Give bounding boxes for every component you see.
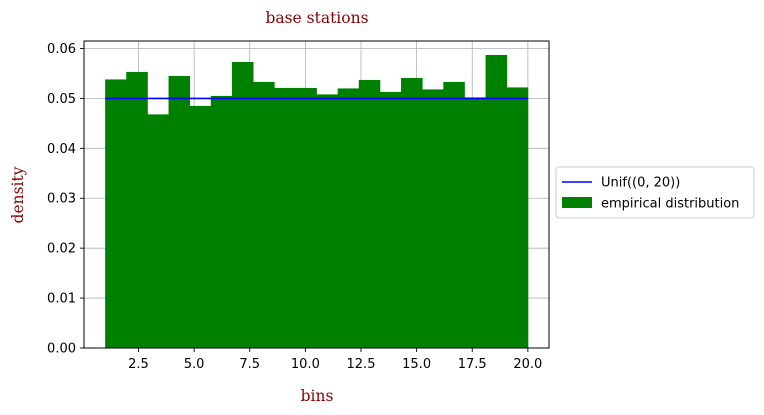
- y-tick-label: 0.04: [47, 142, 76, 157]
- y-tick-label: 0.05: [47, 92, 76, 107]
- histogram-bar: [358, 79, 381, 348]
- histogram-bar: [168, 75, 191, 349]
- y-axis-label: density: [9, 166, 27, 223]
- legend-bar-swatch: [562, 197, 592, 208]
- histogram-bar: [126, 71, 148, 349]
- x-tick-label: 5.0: [184, 357, 205, 372]
- histogram-bar: [464, 97, 486, 348]
- y-tick-label: 0.02: [47, 242, 76, 257]
- histogram-bars: [105, 54, 529, 349]
- plot-frame: [83, 40, 550, 349]
- y-tick-label: 0.00: [47, 342, 76, 357]
- histogram-bar: [231, 61, 254, 349]
- histogram-bar: [316, 94, 339, 348]
- x-axis-ticks: 2.5 5.0 7.5 10.0 12.5 15.0 17.5 20.0: [128, 348, 542, 372]
- y-tick-label: 0.06: [47, 42, 76, 57]
- histogram-bar: [337, 88, 360, 349]
- histogram-bar: [401, 77, 423, 349]
- histogram-bar: [506, 87, 529, 349]
- histogram-bar: [422, 89, 444, 348]
- x-tick-label: 20.0: [513, 357, 542, 372]
- legend-label-empirical: empirical distribution: [601, 197, 739, 212]
- histogram-bar: [274, 87, 296, 348]
- histogram-bar: [379, 91, 402, 348]
- histogram-bar: [443, 81, 465, 348]
- legend-label-uniform: Unif((0, 20)): [601, 176, 680, 191]
- histogram-bar: [105, 79, 127, 348]
- histogram-bar: [189, 105, 212, 348]
- legend: Unif((0, 20)) empirical distribution: [555, 166, 755, 219]
- histogram-bar: [253, 81, 275, 348]
- x-tick-label: 10.0: [291, 357, 320, 372]
- y-tick-label: 0.03: [47, 192, 76, 207]
- x-tick-label: 12.5: [347, 357, 376, 372]
- histogram-bar: [210, 95, 233, 348]
- x-tick-label: 15.0: [402, 357, 431, 372]
- x-axis-label: bins: [301, 387, 334, 405]
- histogram-bar: [485, 54, 508, 348]
- chart-title: base stations: [265, 9, 368, 27]
- y-axis-ticks: 0.00 0.01 0.02 0.03 0.04 0.05 0.06: [47, 42, 84, 357]
- histogram-bar: [147, 114, 169, 348]
- x-tick-label: 17.5: [458, 357, 487, 372]
- histogram-bar: [295, 87, 317, 348]
- x-tick-label: 2.5: [128, 357, 149, 372]
- legend-box: [555, 166, 755, 219]
- x-tick-label: 7.5: [239, 357, 260, 372]
- y-tick-label: 0.01: [47, 292, 76, 307]
